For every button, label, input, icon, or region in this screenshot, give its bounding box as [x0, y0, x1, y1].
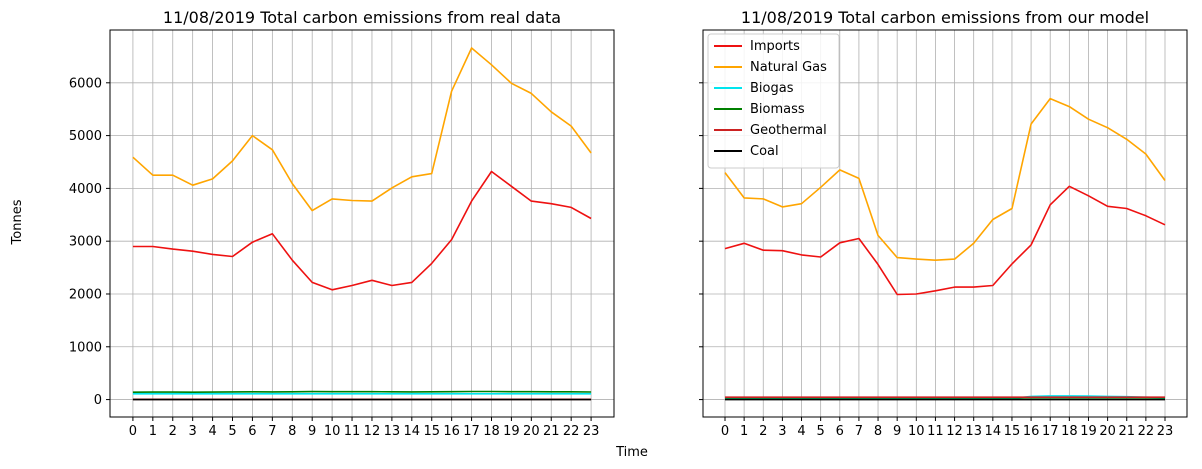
legend: Imports Natural Gas Biogas Biomass Geotherma…	[707, 33, 840, 169]
x-tick-label: 21	[543, 424, 560, 439]
chart-model: 11/08/2019 Total carbon emissions from o…	[699, 8, 1188, 439]
x-tick-label: 19	[503, 424, 520, 439]
x-tick-label: 4	[208, 424, 216, 439]
y-tick-label: 2000	[69, 287, 102, 302]
y-tick-label: 0	[94, 393, 102, 408]
axes-frame	[109, 29, 615, 418]
legend-label: Geothermal	[750, 123, 827, 138]
x-tick-label: 13	[965, 424, 982, 439]
x-tick-label: 10	[908, 424, 925, 439]
y-tick-label: 5000	[69, 129, 102, 144]
x-tick-label: 11	[344, 424, 361, 439]
x-tick-label: 23	[583, 424, 600, 439]
x-tick-label: 2	[759, 424, 767, 439]
x-tick-label: 14	[985, 424, 1002, 439]
series-line-imports	[132, 170, 592, 291]
x-tick-label: 15	[423, 424, 440, 439]
y-tick-label: 6000	[69, 76, 102, 91]
x-tick-label: 10	[324, 424, 341, 439]
x-tick-label: 9	[308, 424, 316, 439]
x-tick-label: 18	[1061, 424, 1078, 439]
series-line-natural-gas	[724, 97, 1166, 262]
x-tick-label: 21	[1118, 424, 1135, 439]
x-tick-label: 17	[1042, 424, 1059, 439]
x-tick-label: 17	[463, 424, 480, 439]
x-tick-label: 12	[946, 424, 963, 439]
chart-title: 11/08/2019 Total carbon emissions from r…	[163, 8, 561, 27]
x-tick-label: 5	[817, 424, 825, 439]
y-tick-label: 4000	[69, 182, 102, 197]
x-tick-label: 1	[740, 424, 748, 439]
x-tick-label: 6	[248, 424, 256, 439]
x-tick-label: 4	[797, 424, 805, 439]
x-tick-label: 16	[443, 424, 460, 439]
legend-label: Natural Gas	[750, 60, 827, 75]
x-tick-label: 13	[384, 424, 401, 439]
x-tick-label: 8	[288, 424, 296, 439]
series-line-biomass	[132, 390, 592, 394]
x-tick-label: 22	[563, 424, 580, 439]
x-tick-label: 1	[149, 424, 157, 439]
legend-label: Biogas	[750, 81, 794, 96]
x-tick-label: 7	[268, 424, 276, 439]
legend-label: Biomass	[750, 102, 805, 117]
legend-label: Coal	[750, 144, 779, 159]
x-tick-label: 11	[927, 424, 944, 439]
x-tick-label: 3	[778, 424, 786, 439]
x-tick-label: 5	[228, 424, 236, 439]
x-tick-label: 19	[1080, 424, 1097, 439]
x-tick-label: 0	[129, 424, 137, 439]
x-tick-label: 14	[404, 424, 421, 439]
axes-frame	[702, 29, 1188, 418]
series-line-imports	[724, 185, 1166, 296]
x-tick-label: 0	[721, 424, 729, 439]
x-tick-label: 15	[1004, 424, 1021, 439]
chart-title: 11/08/2019 Total carbon emissions from o…	[741, 8, 1149, 27]
x-tick-label: 20	[523, 424, 540, 439]
chart-real-data: 11/08/2019 Total carbon emissions from r…	[69, 8, 615, 439]
legend-label: Imports	[750, 39, 800, 54]
y-tick-label: 1000	[69, 340, 102, 355]
x-axis-label: Time	[615, 445, 648, 460]
x-tick-label: 6	[836, 424, 844, 439]
x-tick-label: 23	[1157, 424, 1174, 439]
x-tick-label: 2	[169, 424, 177, 439]
x-tick-label: 3	[189, 424, 197, 439]
x-tick-label: 9	[893, 424, 901, 439]
grid	[110, 30, 614, 417]
x-tick-label: 22	[1138, 424, 1155, 439]
x-tick-label: 18	[483, 424, 500, 439]
x-tick-label: 7	[855, 424, 863, 439]
x-tick-label: 20	[1099, 424, 1116, 439]
x-tick-label: 12	[364, 424, 381, 439]
x-tick-label: 8	[874, 424, 882, 439]
series-line-natural-gas	[132, 47, 592, 212]
y-tick-label: 3000	[69, 235, 102, 250]
x-tick-label: 16	[1023, 424, 1040, 439]
y-axis-label: Tonnes	[10, 199, 25, 245]
